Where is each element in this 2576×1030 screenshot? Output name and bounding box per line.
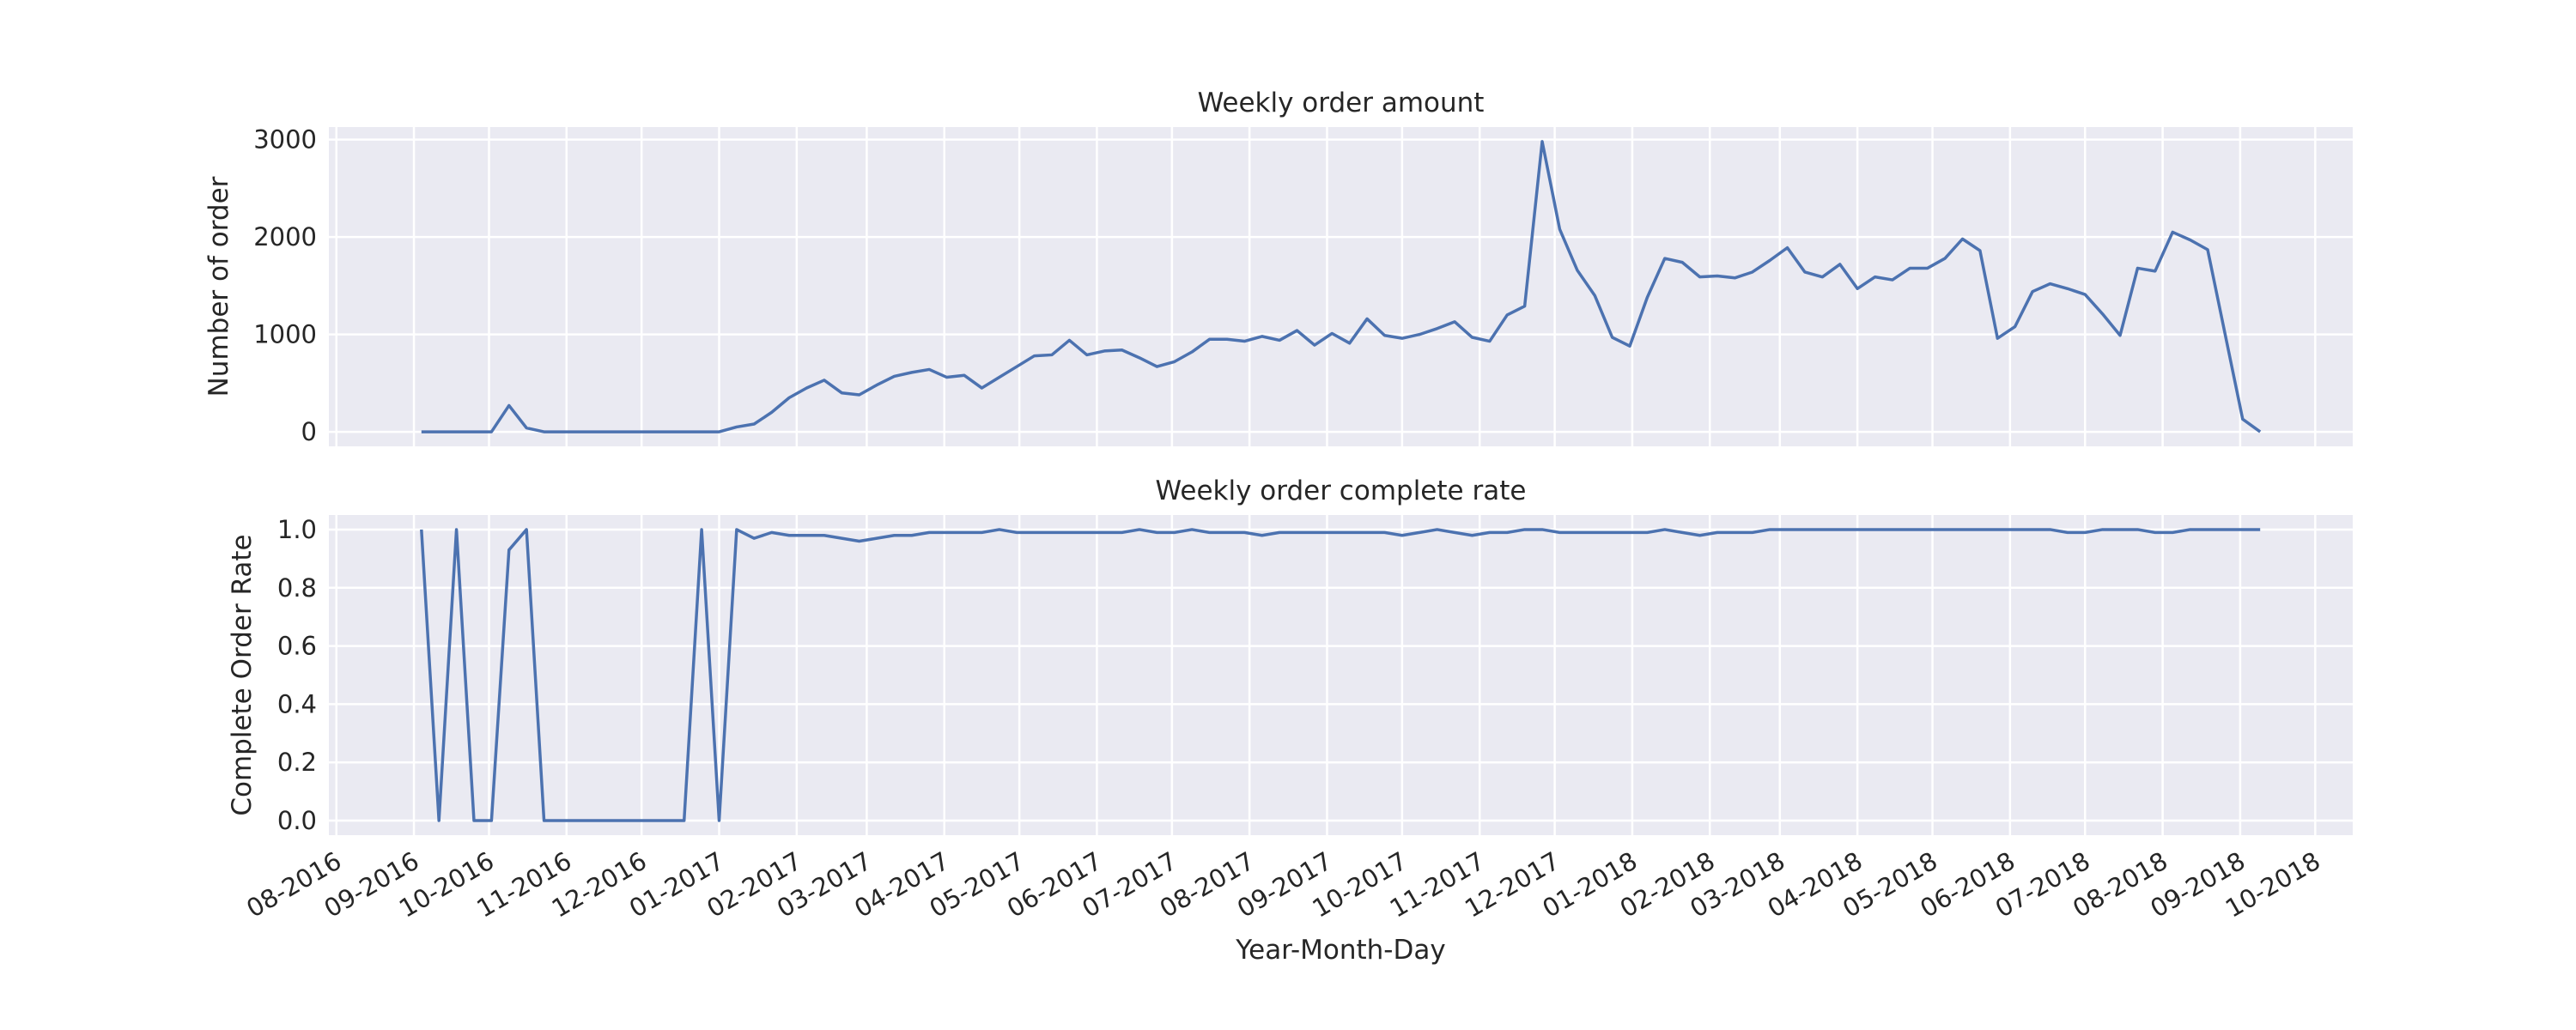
y-axis-label: Complete Order Rate bbox=[227, 534, 258, 815]
y-tick-label: 0.6 bbox=[277, 632, 317, 661]
panel-title: Weekly order amount bbox=[1198, 88, 1485, 118]
panel-title: Weekly order complete rate bbox=[1156, 476, 1527, 506]
y-tick-label: 1000 bbox=[253, 320, 317, 349]
plot-area bbox=[329, 127, 2353, 446]
y-tick-label: 1.0 bbox=[277, 515, 317, 544]
plot-area bbox=[329, 515, 2353, 835]
x-axis-label: Year-Month-Day bbox=[1235, 935, 1445, 966]
y-tick-label: 2000 bbox=[253, 222, 317, 251]
y-tick-label: 0.2 bbox=[277, 748, 317, 777]
data-line bbox=[421, 140, 2262, 433]
y-tick-label: 3000 bbox=[253, 125, 317, 154]
y-tick-label: 0.8 bbox=[277, 573, 317, 603]
y-tick-label: 0 bbox=[301, 417, 317, 446]
data-line bbox=[420, 528, 2261, 822]
y-tick-label: 0.4 bbox=[277, 689, 317, 718]
y-tick-label: 0.0 bbox=[277, 806, 317, 835]
y-axis-label: Number of order bbox=[204, 176, 234, 397]
